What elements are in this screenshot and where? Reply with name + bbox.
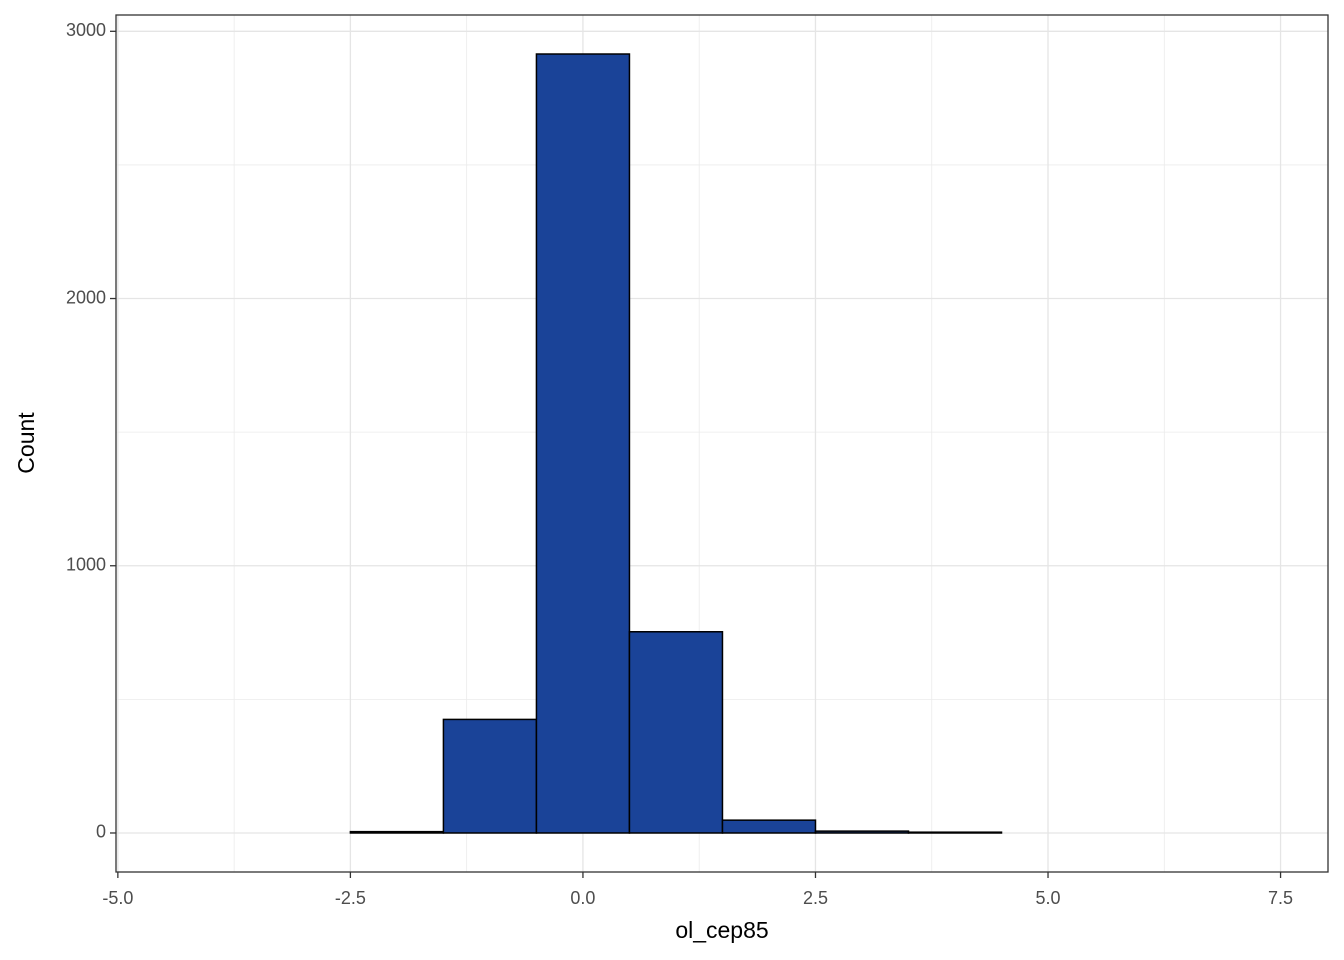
y-axis-title: Count (13, 412, 39, 474)
bar (814, 830, 910, 834)
y-tick-label: 1000 (66, 555, 106, 575)
x-tick-label: 5.0 (1036, 888, 1061, 908)
plot-border (115, 14, 1329, 873)
y-tick-label: 3000 (66, 20, 106, 40)
x-tick-label: -5.0 (102, 888, 133, 908)
y-tick-label: 2000 (66, 287, 106, 307)
bar (442, 718, 538, 834)
x-tick-label: 2.5 (803, 888, 828, 908)
x-tick-label: -2.5 (335, 888, 366, 908)
x-tick-label: 7.5 (1268, 888, 1293, 908)
bar (349, 830, 445, 834)
x-axis-title: ol_cep85 (675, 917, 768, 943)
bar (535, 53, 631, 834)
bar (907, 831, 1003, 834)
bar (721, 819, 817, 834)
bar (628, 631, 724, 834)
y-tick-label: 0 (96, 822, 106, 842)
x-tick-label: 0.0 (570, 888, 595, 908)
